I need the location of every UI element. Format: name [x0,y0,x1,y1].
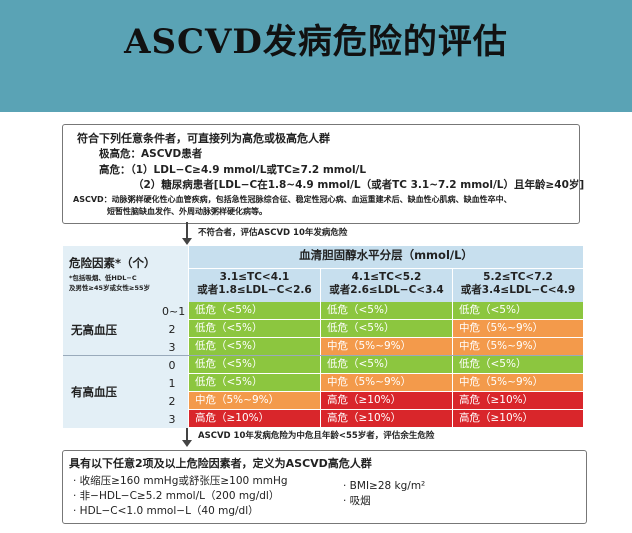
risk-cell-mid: 中危（5%~9%） [453,374,583,391]
hypertension-label: 有高血压 [71,385,117,399]
cholesterol-header: 血清胆固醇水平分层（mmol/L） [299,248,473,262]
column-3-ldl: 或者3.4≤LDL−C<4.9 [460,284,576,296]
risk-factor-count: 3 [168,413,176,426]
column-header-3: 5.2≤TC<7.2 或者3.4≤LDL−C<4.9 [453,269,583,302]
risk-cell-high: 高危（≥10%） [321,392,452,409]
very-high-risk-line: 极高危：ASCVD患者 [99,148,203,160]
risk-cell-mid: 中危（5%~9%） [321,338,452,355]
risk-factor-count: 0 [168,359,176,372]
column-2-ldl: 或者2.6≤LDL−C<3.4 [329,284,444,296]
risk-cell-low: 低危（<5%） [321,302,452,319]
bottom-box-heading: 具有以下任意2项及以上危险因素者，定义为ASCVD高危人群 [69,457,372,470]
ascvd-definition-1: ASCVD：动脉粥样硬化性心血管疾病，包括急性冠脉综合征、稳定性冠心病、血运重建… [73,195,512,204]
group-divider [63,355,583,356]
risk-cell-mid: 中危（5%~9%） [453,338,583,355]
risk-factor-note-2: 及男性≥45岁或女性≥55岁 [69,284,150,292]
high-risk-line-2: （2）糖尿病患者[LDL−C在1.8~4.9 mmol/L（或者TC 3.1~7… [133,179,585,191]
column-1-ldl: 或者1.8≤LDL−C<2.6 [197,284,312,296]
ascvd-definition-2: 短暂性脑缺血发作、外周动脉粥样硬化病等。 [107,207,267,216]
down-arrow-icon [182,428,192,447]
risk-cell-low: 低危（<5%） [189,374,320,391]
risk-factor-header-cell: 危险因素*（个） *包括吸烟、低HDL−C 及男性≥45岁或女性≥55岁 [63,246,188,302]
hypertension-group: 有高血压 [63,356,188,428]
title-banner [0,0,632,112]
column-1-tc: 3.1≤TC<4.1 [219,271,290,283]
risk-cell-low: 低危（<5%） [321,320,452,337]
risk-cell-mid: 中危（5%~9%） [321,374,452,391]
high-risk-definition-box: 具有以下任意2项及以上危险因素者，定义为ASCVD高危人群 · 收缩压≥160 … [62,450,587,524]
risk-factor-count: 3 [168,341,176,354]
no-hypertension-group: 无高血压 [63,302,188,356]
cholesterol-header-cell: 血清胆固醇水平分层（mmol/L） [189,246,583,268]
risk-cell-mid: 中危（5%~9%） [189,392,320,409]
column-2-tc: 4.1≤TC<5.2 [351,271,422,283]
no-hypertension-label: 无高血压 [71,323,117,337]
risk-cell-high: 高危（≥10%） [453,410,583,427]
risk-cell-high: 高危（≥10%） [453,392,583,409]
risk-factor-note-1: *包括吸烟、低HDL−C [69,274,137,282]
risk-factor-count: 2 [168,395,176,408]
criterion-blood-pressure: · 收缩压≥160 mmHg或舒张压≥100 mmHg [73,475,288,487]
direct-high-risk-box: 符合下列任意条件者，可直接列为高危或极高危人群 极高危：ASCVD患者 高危：（… [62,124,584,224]
risk-cell-low: 低危（<5%） [453,302,583,319]
high-risk-line-1: 高危：（1）LDL−C≥4.9 mmol/L或TC≥7.2 mmol/L [99,164,367,176]
risk-cell-high: 高危（≥10%） [189,410,320,427]
risk-factor-header: 危险因素*（个） [69,256,156,270]
risk-cell-mid: 中危（5%~9%） [453,320,583,337]
arrow1-text: 不符合者，评估ASCVD 10年发病危险 [198,228,348,238]
risk-cell-low: 低危（<5%） [189,356,320,373]
criterion-bmi: · BMI≥28 kg/m² [343,480,426,492]
criterion-smoking: · 吸烟 [343,495,371,507]
down-arrow-icon [182,222,192,245]
column-header-1: 3.1≤TC<4.1 或者1.8≤LDL−C<2.6 [189,269,320,302]
page-title: ASCVD发病危险的评估 [124,22,508,62]
column-3-tc: 5.2≤TC<7.2 [483,271,553,283]
risk-cell-low: 低危（<5%） [453,356,583,373]
criterion-hdl: · HDL−C<1.0 mmol−L（40 mg/dl） [73,505,259,517]
risk-cell-low: 低危（<5%） [189,320,320,337]
risk-cell-low: 低危（<5%） [189,338,320,355]
risk-cell-low: 低危（<5%） [189,302,320,319]
column-header-2: 4.1≤TC<5.2 或者2.6≤LDL−C<3.4 [321,269,452,302]
risk-cell-high: 高危（≥10%） [321,410,452,427]
risk-factor-count: 0~1 [162,305,186,318]
criterion-non-hdl: · 非−HDL−C≥5.2 mmol/L（200 mg/dl） [73,490,280,502]
risk-cell-low: 低危（<5%） [321,356,452,373]
risk-factor-count: 2 [168,323,176,336]
top-box-heading: 符合下列任意条件者，可直接列为高危或极高危人群 [77,132,330,145]
arrow2-text: ASCVD 10年发病危险为中危且年龄<55岁者，评估余生危险 [198,431,435,441]
risk-factor-count: 1 [168,377,176,390]
